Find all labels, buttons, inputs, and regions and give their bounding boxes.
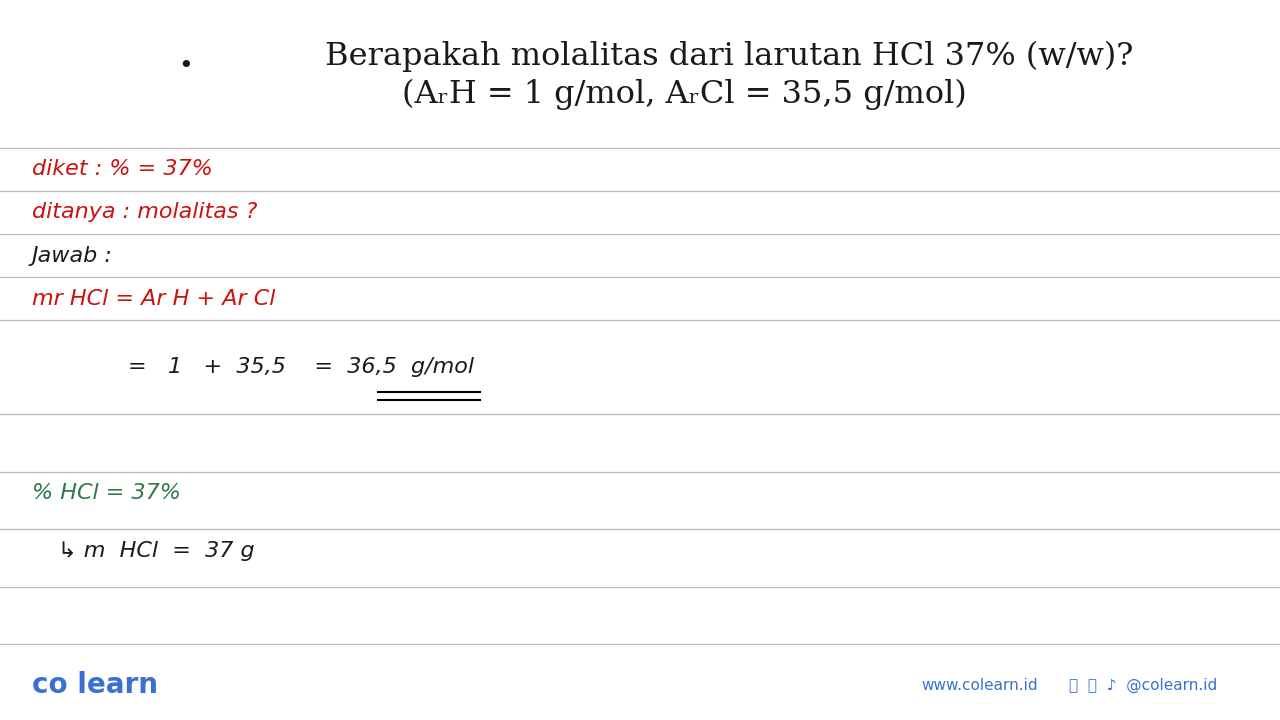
Text: ⧉  ⓞ  ♪  @colearn.id: ⧉ ⓞ ♪ @colearn.id <box>1069 678 1217 693</box>
Text: =   1   +  35,5    =  36,5  g/mol: = 1 + 35,5 = 36,5 g/mol <box>128 357 474 377</box>
Text: Berapakah molalitas dari larutan HCl 37% (w/w)?: Berapakah molalitas dari larutan HCl 37%… <box>325 41 1134 73</box>
Text: ↳ m  HCl  =  37 g: ↳ m HCl = 37 g <box>58 541 255 561</box>
Text: mr HCl = Ar H + Ar Cl: mr HCl = Ar H + Ar Cl <box>32 289 275 309</box>
Text: Jawab :: Jawab : <box>32 246 113 266</box>
Text: •: • <box>178 55 193 78</box>
Text: co learn: co learn <box>32 672 157 699</box>
Text: ditanya : molalitas ?: ditanya : molalitas ? <box>32 202 257 222</box>
Text: www.colearn.id: www.colearn.id <box>922 678 1038 693</box>
Text: diket : % = 37%: diket : % = 37% <box>32 159 212 179</box>
Text: (AᵣH = 1 g/mol, AᵣCl = 35,5 g/mol): (AᵣH = 1 g/mol, AᵣCl = 35,5 g/mol) <box>402 78 968 110</box>
Text: % HCl = 37%: % HCl = 37% <box>32 483 180 503</box>
